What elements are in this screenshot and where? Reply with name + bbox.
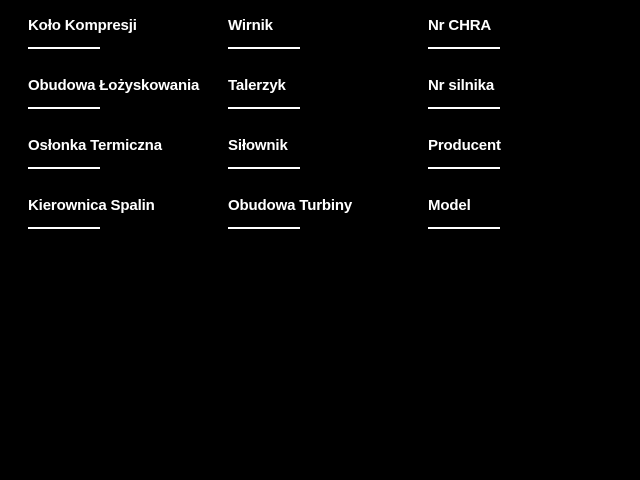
- field-label: Osłonka Termiczna: [28, 137, 162, 154]
- field-group-obudowa-lozyskowania[interactable]: Obudowa Łożyskowania: [28, 78, 218, 132]
- field-underline-input[interactable]: [28, 47, 100, 49]
- field-group-nr-chra[interactable]: Nr CHRA: [428, 18, 618, 72]
- field-underline-input[interactable]: [428, 227, 500, 229]
- field-label: Nr CHRA: [428, 17, 492, 34]
- field-underline-input[interactable]: [228, 167, 300, 169]
- field-underline-input[interactable]: [28, 107, 100, 109]
- field-group-kolo-kompresji[interactable]: Koło Kompresji: [28, 18, 218, 72]
- field-underline-input[interactable]: [28, 227, 100, 229]
- field-underline-input[interactable]: [228, 227, 300, 229]
- field-group-silownik[interactable]: Siłownik: [228, 138, 418, 192]
- field-underline-input[interactable]: [428, 167, 500, 169]
- field-label: Producent: [428, 137, 501, 154]
- field-group-oslonka-termiczna[interactable]: Osłonka Termiczna: [28, 138, 218, 192]
- field-group-talerzyk[interactable]: Talerzyk: [228, 78, 418, 132]
- field-underline-input[interactable]: [228, 107, 300, 109]
- field-group-model[interactable]: Model: [428, 198, 618, 252]
- field-group-wirnik[interactable]: Wirnik: [228, 18, 418, 72]
- field-underline-input[interactable]: [28, 167, 100, 169]
- field-label: Obudowa Łożyskowania: [28, 77, 200, 94]
- field-underline-input[interactable]: [228, 47, 300, 49]
- field-label: Model: [428, 197, 471, 214]
- field-label: Kierownica Spalin: [28, 197, 155, 214]
- field-group-kierownica-spalin[interactable]: Kierownica Spalin: [28, 198, 218, 252]
- field-label: Talerzyk: [228, 77, 286, 94]
- field-group-obudowa-turbiny[interactable]: Obudowa Turbiny: [228, 198, 418, 252]
- field-label: Obudowa Turbiny: [228, 197, 353, 214]
- field-label: Nr silnika: [428, 77, 495, 94]
- field-label: Siłownik: [228, 137, 288, 154]
- field-underline-input[interactable]: [428, 47, 500, 49]
- field-group-nr-silnika[interactable]: Nr silnika: [428, 78, 618, 132]
- field-label: Koło Kompresji: [28, 17, 137, 34]
- fields-grid: Koło Kompresji Wirnik Nr CHRA Obudowa Ło…: [28, 18, 618, 252]
- field-underline-input[interactable]: [428, 107, 500, 109]
- field-group-producent[interactable]: Producent: [428, 138, 618, 192]
- field-label: Wirnik: [228, 17, 273, 34]
